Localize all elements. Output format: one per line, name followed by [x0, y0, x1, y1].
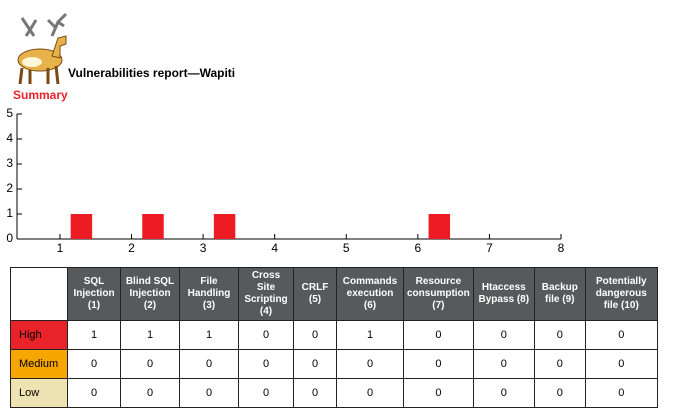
x-tick-label: 1: [57, 241, 64, 255]
column-header: SQL Injection (1): [67, 267, 121, 321]
bar: [142, 214, 164, 239]
column-header: Commands execution (6): [336, 267, 404, 321]
bar: [428, 214, 451, 239]
y-tick-label: 1: [6, 206, 13, 220]
count-cell: 1: [179, 320, 239, 350]
deer-logo: [17, 12, 68, 85]
count-cell: 0: [403, 349, 474, 379]
severity-label: High: [10, 320, 68, 350]
y-tick-label: 4: [6, 131, 13, 145]
y-tick-label: 5: [6, 106, 13, 120]
column-header: Htaccess Bypass (8): [472, 267, 535, 321]
y-tick-label: 3: [6, 156, 13, 170]
count-cell: 0: [584, 378, 658, 408]
count-cell: 0: [179, 378, 239, 408]
count-cell: 0: [238, 320, 294, 350]
count-cell: 1: [67, 320, 121, 350]
count-cell: 0: [238, 349, 294, 379]
severity-label: Medium: [10, 349, 68, 379]
count-cell: 0: [533, 320, 586, 350]
count-cell: 1: [336, 320, 404, 350]
x-tick-label: 2: [128, 241, 135, 255]
x-tick-label: 3: [200, 241, 207, 255]
severity-label: Low: [10, 378, 68, 408]
count-cell: 0: [336, 378, 404, 408]
section-heading: Summary: [13, 88, 68, 102]
data-row: Medium 0 0 0 0 0 0 0 0 0 0: [10, 349, 658, 379]
bar: [70, 214, 93, 239]
column-header: Potentially dangerous file (10): [584, 267, 658, 321]
column-header: Backup file (9): [533, 267, 586, 321]
count-cell: 0: [584, 320, 658, 350]
count-cell: 0: [293, 349, 337, 379]
x-tick-label: 8: [558, 241, 565, 255]
header-row: SQL Injection (1) Blind SQL Injection (2)…: [10, 267, 658, 321]
data-row: High 1 1 1 0 0 1 0 0 0 0: [10, 320, 658, 350]
count-cell: 0: [67, 378, 121, 408]
count-cell: 0: [472, 349, 535, 379]
report-title: Vulnerabilities report—Wapiti: [68, 66, 236, 80]
column-header: CRLF (5): [293, 267, 337, 321]
summary-table: SQL Injection (1) Blind SQL Injection (2)…: [10, 267, 658, 408]
count-cell: 0: [179, 349, 239, 379]
count-cell: 0: [403, 378, 474, 408]
column-header: Blind SQL Injection (2): [120, 267, 180, 321]
count-cell: 0: [472, 378, 535, 408]
chart: 0 1 2 3 4 5 1 2 3 4 5 6 7 8: [6, 12, 565, 255]
count-cell: 0: [584, 349, 658, 379]
y-tick-label: 0: [6, 231, 13, 245]
y-tick-label: 2: [6, 181, 13, 195]
count-cell: 1: [120, 320, 180, 350]
count-cell: 0: [533, 349, 586, 379]
count-cell: 0: [293, 378, 337, 408]
count-cell: 0: [472, 320, 535, 350]
x-tick-label: 5: [343, 241, 350, 255]
count-cell: 0: [533, 378, 586, 408]
count-cell: 0: [336, 349, 404, 379]
column-header: Cross Site Scripting (4): [238, 267, 294, 321]
x-tick-label: 6: [414, 241, 421, 255]
count-cell: 0: [293, 320, 337, 350]
column-header: Resource consumption (7): [403, 267, 474, 321]
x-tick-label: 7: [486, 241, 493, 255]
column-header: File Handling (3): [179, 267, 239, 321]
count-cell: 0: [120, 378, 180, 408]
count-cell: 0: [67, 349, 121, 379]
bar: [213, 214, 236, 239]
corner-cell: [10, 267, 68, 321]
count-cell: 0: [403, 320, 474, 350]
x-tick-label: 4: [271, 241, 278, 255]
count-cell: 0: [120, 349, 180, 379]
data-row: Low 0 0 0 0 0 0 0 0 0 0: [10, 378, 658, 408]
count-cell: 0: [238, 378, 294, 408]
